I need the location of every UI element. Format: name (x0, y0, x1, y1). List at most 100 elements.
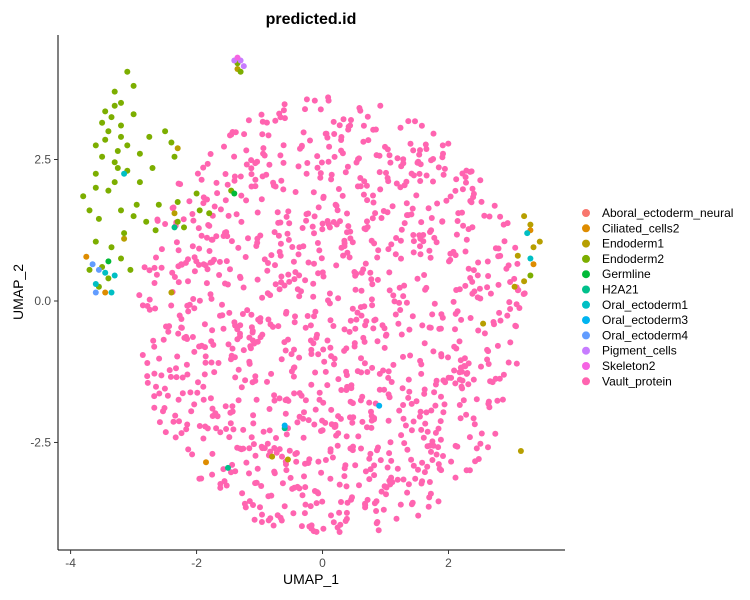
point-vault-protein (223, 426, 230, 432)
point-vault-protein (222, 403, 229, 410)
point-vault-protein (368, 276, 375, 283)
point-endoderm2 (174, 218, 181, 225)
point-vault-protein (326, 143, 333, 150)
point-vault-protein (417, 243, 423, 250)
point-vault-protein (333, 262, 340, 269)
point-vault-protein (394, 155, 401, 162)
point-vault-protein (327, 317, 334, 324)
point-endoderm1 (514, 252, 521, 259)
point-vault-protein (351, 269, 358, 275)
point-vault-protein (383, 169, 389, 176)
point-endoderm2 (127, 266, 134, 273)
point-endoderm2 (149, 165, 156, 171)
point-vault-protein (302, 106, 308, 113)
point-vault-protein (150, 337, 157, 344)
point-vault-protein (173, 374, 180, 381)
point-vault-protein (484, 356, 491, 363)
point-vault-protein (426, 247, 433, 254)
point-vault-protein (278, 177, 285, 184)
point-vault-protein (393, 515, 400, 522)
point-vault-protein (243, 147, 250, 154)
point-vault-protein (313, 528, 320, 535)
point-endoderm1 (121, 235, 128, 242)
point-vault-protein (360, 191, 367, 198)
point-vault-protein (506, 299, 513, 306)
point-vault-protein (414, 275, 421, 282)
point-vault-protein (263, 119, 270, 126)
point-vault-protein (288, 368, 295, 375)
point-vault-protein (360, 138, 367, 145)
point-vault-protein (439, 314, 446, 321)
point-vault-protein (219, 301, 225, 308)
point-vault-protein (399, 385, 406, 392)
point-vault-protein (370, 192, 376, 199)
point-vault-protein (405, 118, 412, 125)
point-vault-protein (394, 476, 401, 483)
point-vault-protein (319, 417, 326, 424)
point-vault-protein (375, 527, 382, 534)
point-vault-protein (426, 442, 433, 449)
point-endoderm2 (95, 215, 102, 222)
point-vault-protein (292, 313, 298, 320)
point-vault-protein (313, 500, 320, 507)
point-vault-protein (178, 430, 185, 437)
point-vault-protein (231, 153, 238, 160)
point-vault-protein (310, 189, 317, 196)
point-vault-protein (185, 256, 191, 263)
point-vault-protein (202, 359, 209, 366)
point-vault-protein (229, 461, 236, 468)
point-vault-protein (239, 311, 246, 317)
point-vault-protein (485, 398, 492, 405)
point-vault-protein (457, 357, 464, 364)
point-vault-protein (435, 425, 442, 432)
point-vault-protein (244, 307, 251, 314)
point-vault-protein (454, 308, 461, 315)
point-oral-ectoderm3 (376, 402, 383, 409)
point-vault-protein (417, 408, 424, 415)
point-vault-protein (352, 325, 359, 332)
point-vault-protein (373, 508, 380, 514)
point-vault-protein (289, 244, 296, 250)
point-vault-protein (280, 186, 287, 193)
point-vault-protein (294, 483, 301, 490)
point-vault-protein (292, 451, 299, 457)
point-vault-protein (322, 457, 329, 463)
point-vault-protein (252, 176, 259, 183)
point-vault-protein (275, 219, 282, 226)
legend-key (582, 270, 590, 279)
point-vault-protein (398, 255, 404, 262)
point-vault-protein (405, 376, 412, 383)
point-vault-protein (478, 198, 485, 205)
point-vault-protein (407, 352, 414, 359)
point-vault-protein (403, 200, 410, 207)
point-vault-protein (209, 259, 216, 265)
point-vault-protein (325, 158, 332, 165)
point-vault-protein (257, 504, 263, 511)
point-vault-protein (241, 131, 248, 138)
point-vault-protein (373, 520, 380, 527)
point-vault-protein (441, 165, 448, 172)
legend-label: Aboral_ectoderm_neural (602, 206, 733, 220)
point-endoderm2 (124, 68, 131, 75)
point-vault-protein (281, 339, 288, 346)
point-vault-protein (246, 445, 253, 452)
point-vault-protein (232, 374, 239, 381)
point-endoderm2 (92, 238, 99, 245)
point-vault-protein (171, 274, 178, 280)
point-vault-protein (348, 117, 354, 123)
point-vault-protein (366, 476, 373, 483)
point-vault-protein (423, 409, 430, 416)
point-vault-protein (462, 363, 469, 370)
legend-key (582, 346, 590, 355)
point-vault-protein (252, 480, 259, 487)
point-vault-protein (209, 405, 216, 412)
point-vault-protein (304, 160, 311, 166)
point-vault-protein (386, 152, 393, 159)
point-vault-protein (386, 287, 393, 294)
point-vault-protein (225, 212, 232, 219)
point-endoderm1 (269, 453, 276, 460)
point-vault-protein (388, 457, 395, 464)
point-endoderm2 (143, 218, 150, 225)
point-vault-protein (187, 389, 194, 396)
point-endoderm2 (136, 179, 143, 186)
